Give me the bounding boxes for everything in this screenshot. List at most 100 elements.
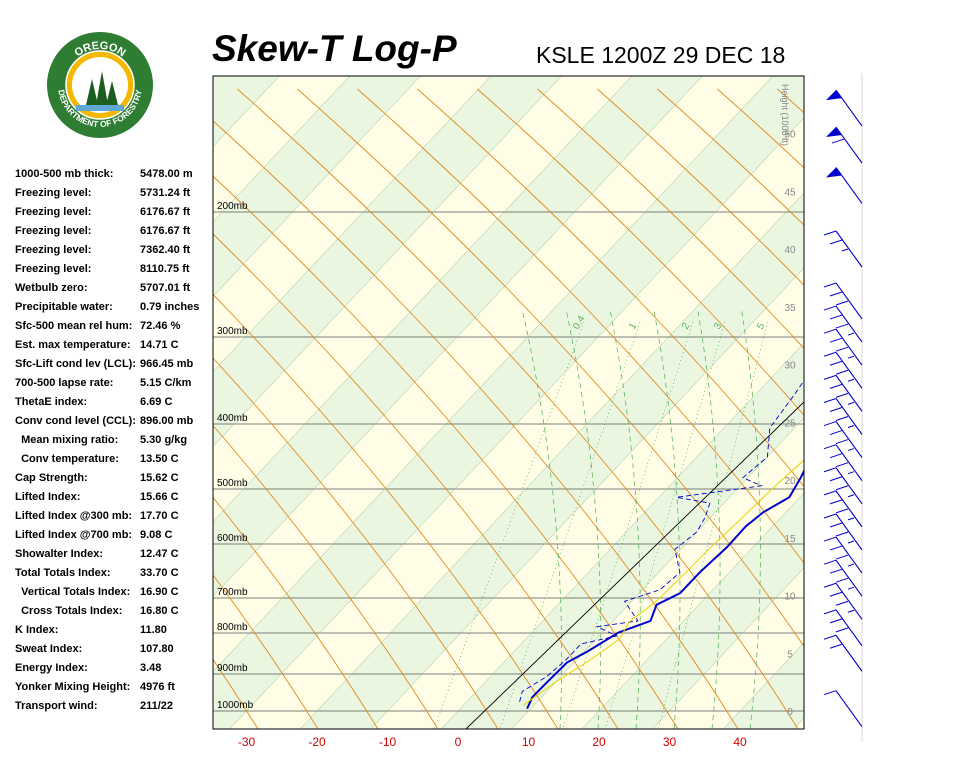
moist-adiabat [741,308,761,729]
pressure-label: 800mb [217,622,248,633]
wind-barb-staff [835,690,863,728]
stat-label: Energy Index: [15,662,88,674]
wind-barb-feather [835,577,849,583]
wind-barb-staff [835,375,863,412]
tree-icon [106,81,118,105]
stat-label: Sfc-500 mean rel hum: [15,320,133,332]
stat-value: 5731.24 ft [140,187,191,199]
stat-value: 15.62 C [140,472,179,484]
wind-barb-staff [835,559,863,597]
wind-barb-staff [835,282,863,320]
height-tick-label: 40 [784,245,796,256]
moist-adiabat [521,308,563,729]
wind-barb-half-feather [847,586,855,590]
isotherm-line [440,342,804,729]
dry-adiabat [837,89,960,729]
wind-barb-staff [835,609,863,647]
wind-barb-feather [823,282,837,288]
wind-barb-feather [823,444,837,450]
dry-adiabat [237,88,799,729]
wind-barb-icon [823,374,863,412]
dry-adiabat [357,88,804,564]
wind-barb-icon [823,467,863,505]
wind-barb-half-feather [847,494,855,498]
wind-barb-feather [829,314,843,320]
wind-barb-feather [829,407,843,412]
stat-label: Freezing level: [15,244,92,256]
stat-value: 3.48 [140,662,162,674]
wind-barb-feather [829,430,843,436]
stat-label: Freezing level: [15,206,92,218]
pressure-label: 300mb [217,326,248,337]
stat-value: 7362.40 ft [140,244,191,256]
wind-barb-feather [823,305,837,311]
wind-barb-feather [823,230,837,236]
wind-barb-feather [835,627,849,633]
stat-value: 13.50 C [140,453,179,465]
wind-barb-half-feather [847,378,855,382]
mixing-ratio-label: 3 [712,321,725,332]
stat-label: Total Totals Index: [15,567,111,579]
wind-barb-icon [823,536,863,574]
wind-barb-feather [835,369,849,375]
wind-barb-feather [823,582,837,588]
stat-label: Freezing level: [15,187,92,199]
series-dewpoint-line [519,379,804,702]
stat-label: Vertical Totals Index: [15,586,131,598]
pressure-label: 200mb [217,201,248,212]
wind-barb-feather [823,513,837,519]
wind-barb-feather [823,634,837,640]
stat-value: 896.00 mb [140,415,194,427]
stat-value: 211/22 [140,700,174,712]
moist-adiabat [609,308,641,729]
dry-adiabat [0,89,18,729]
isotherm-line [213,76,703,598]
wind-barb-feather [835,392,849,398]
wind-barb-pennant [826,90,842,101]
wind-barb-staff [835,305,863,343]
wind-barb-icon [823,328,863,366]
isotherm-line [213,76,633,523]
pressure-label: 900mb [217,663,248,674]
stat-label: Wetbulb zero: [15,282,88,294]
oregon-forestry-logo: OREGON DEPARTMENT OF FORESTRY [46,31,154,139]
wind-barb-staff [835,513,863,551]
wind-barb-feather [835,346,849,352]
pressure-label: 700mb [217,587,248,598]
height-tick-label: 50 [784,130,796,141]
svg-text:OREGON: OREGON [72,40,127,60]
wind-barb-feather [823,467,837,473]
height-tick-label: 20 [784,476,796,487]
wind-barb-feather [835,531,849,537]
stat-label: Lifted Index: [15,491,81,503]
isotherm-line [213,76,492,373]
series-temperature-line [526,468,804,710]
isotherm-line [299,192,804,729]
stat-value: 5.15 C/km [140,377,192,389]
isotherm-line [581,492,804,729]
wind-barb-icon [823,513,863,551]
pressure-label: 400mb [217,413,248,424]
dry-adiabat [0,89,198,729]
plot-frame [212,75,805,730]
dry-adiabat [777,88,804,114]
stat-value: 6176.67 ft [140,206,191,218]
wind-barb-staff [835,490,863,528]
stat-value: 0.79 inches [140,301,200,313]
dry-adiabat [0,89,78,729]
dry-adiabat [213,120,739,729]
wind-barb-half-feather [841,248,849,252]
wind-barb-icon [826,167,863,204]
wind-barb-half-feather [847,401,855,405]
zero-isotherm-line [465,401,804,729]
series-parcel-line [523,459,804,706]
isotherm-line [213,76,351,223]
dry-adiabat [0,89,138,729]
dry-adiabat [213,175,679,729]
wind-barb-feather [835,600,849,606]
wind-barb-half-feather [847,355,855,359]
stat-value: 11.80 [140,624,167,636]
wind-barb-feather [835,323,849,329]
wind-barb-feather [829,239,843,245]
